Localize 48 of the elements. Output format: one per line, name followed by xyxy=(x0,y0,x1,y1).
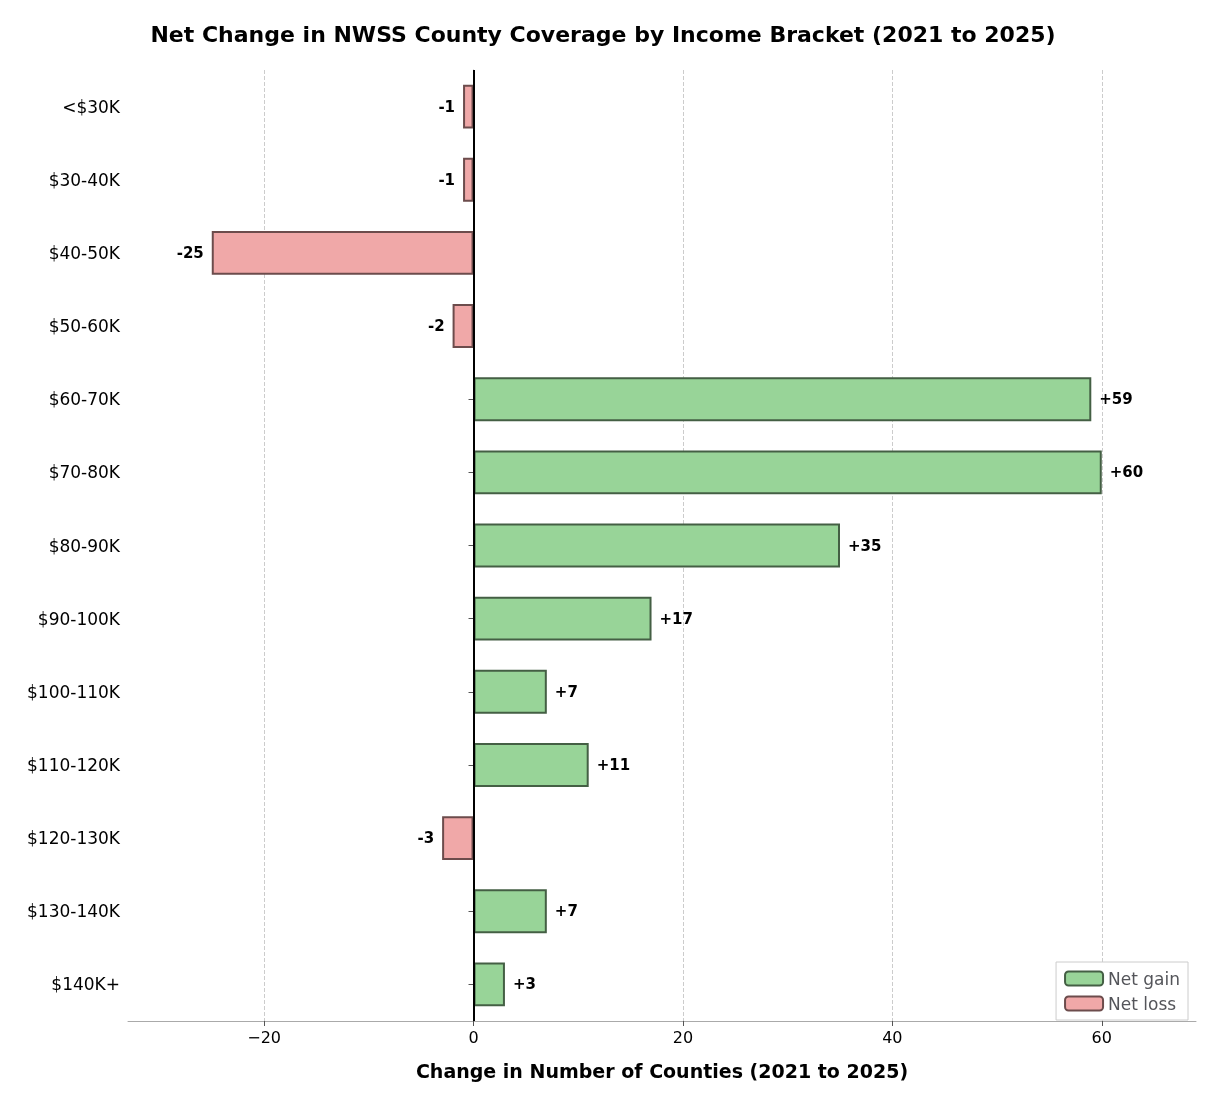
x-axis-title: Change in Number of Counties (2021 to 2025) xyxy=(415,1059,909,1082)
bar xyxy=(473,450,1102,495)
bar xyxy=(473,377,1092,422)
y-tick-label: $110-120K xyxy=(27,754,121,775)
data-label: +7 xyxy=(554,902,578,921)
data-label: +11 xyxy=(596,755,631,774)
bar xyxy=(473,962,505,1007)
y-tick-label: $40-50K xyxy=(48,242,121,263)
bar xyxy=(473,669,547,714)
bar xyxy=(211,230,474,275)
data-label: +7 xyxy=(554,682,578,701)
chart-title: Net Change in NWSS County Coverage by Income Bracket (2021 to 2025) xyxy=(150,21,1056,47)
data-label: +17 xyxy=(659,609,693,628)
bar xyxy=(463,157,474,202)
legend-label: Net gain xyxy=(1108,968,1180,989)
data-label: +3 xyxy=(512,975,536,994)
y-tick-label: $80-90K xyxy=(48,535,121,556)
y-tick-label: $90-100K xyxy=(37,608,121,629)
y-tick-label: $120-130K xyxy=(27,828,121,849)
data-label: -1 xyxy=(438,97,456,116)
bar xyxy=(473,889,547,934)
data-label: -1 xyxy=(438,170,456,189)
y-tick-label: $140K+ xyxy=(51,974,120,995)
x-tick-label: 0 xyxy=(468,1027,479,1047)
x-tick-label: 60 xyxy=(1091,1027,1112,1047)
y-tick-label: $50-60K xyxy=(48,316,121,337)
x-tick-label: 20 xyxy=(672,1027,694,1047)
bar xyxy=(473,523,840,568)
x-tick-label: 40 xyxy=(882,1027,903,1047)
y-tick-label: $100-110K xyxy=(27,681,121,702)
y-tick-label: <$30K xyxy=(62,96,121,117)
y-tick-label: $30-40K xyxy=(48,169,121,190)
bar xyxy=(452,304,474,348)
y-tick-label: $130-140K xyxy=(27,901,121,922)
data-label: -2 xyxy=(427,317,445,336)
data-label: +60 xyxy=(1109,463,1144,482)
data-label: -25 xyxy=(176,243,204,262)
bar xyxy=(473,743,589,787)
data-label: +59 xyxy=(1099,390,1133,409)
bar xyxy=(442,816,474,861)
bar xyxy=(463,84,474,129)
data-label: +35 xyxy=(848,536,882,555)
y-tick-label: $60-70K xyxy=(48,389,121,410)
legend-label: Net loss xyxy=(1108,993,1177,1014)
x-tick-label: −20 xyxy=(247,1027,281,1047)
bar xyxy=(473,596,652,641)
y-tick-label: $70-80K xyxy=(48,462,121,483)
data-label: -3 xyxy=(417,829,435,848)
